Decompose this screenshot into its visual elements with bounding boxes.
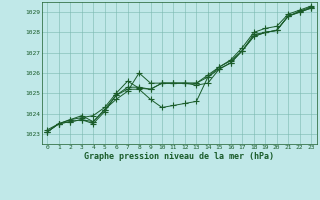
X-axis label: Graphe pression niveau de la mer (hPa): Graphe pression niveau de la mer (hPa): [84, 152, 274, 161]
